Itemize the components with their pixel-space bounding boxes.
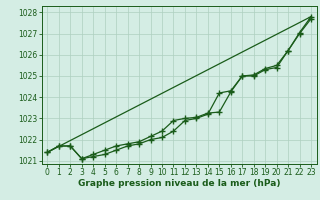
- X-axis label: Graphe pression niveau de la mer (hPa): Graphe pression niveau de la mer (hPa): [78, 179, 280, 188]
